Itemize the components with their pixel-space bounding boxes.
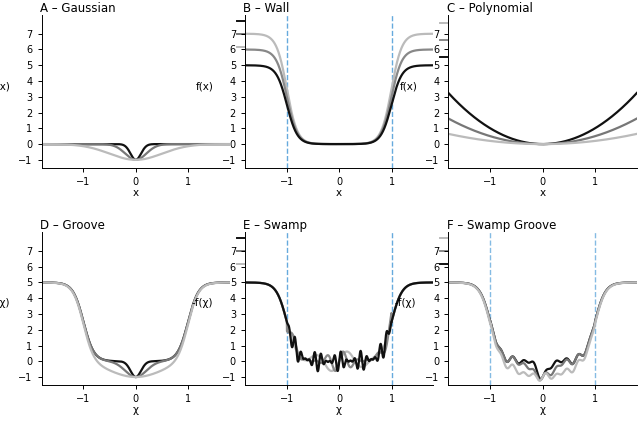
Legend: c=0.1, c=0.2, c=0.5: c=0.1, c=0.2, c=0.5 xyxy=(237,16,287,52)
Legend: n=10.0, n=20.0, n=50.0: n=10.0, n=20.0, n=50.0 xyxy=(440,234,497,269)
X-axis label: x: x xyxy=(132,188,139,198)
Text: D – Groove: D – Groove xyxy=(40,219,104,232)
X-axis label: χ: χ xyxy=(540,405,546,415)
Text: E – Swamp: E – Swamp xyxy=(243,219,307,232)
Legend: $a_1$=7.0, $a_1$=6.0, $a_1$=5.0: $a_1$=7.0, $a_1$=6.0, $a_1$=5.0 xyxy=(440,16,497,64)
Text: F – Swamp Groove: F – Swamp Groove xyxy=(447,219,556,232)
Y-axis label: f(x): f(x) xyxy=(399,81,417,91)
X-axis label: χ: χ xyxy=(336,405,342,415)
X-axis label: x: x xyxy=(540,188,546,198)
Y-axis label: -f(χ): -f(χ) xyxy=(395,299,417,308)
Y-axis label: f(x): f(x) xyxy=(0,81,11,91)
Y-axis label: -f(χ): -f(χ) xyxy=(0,299,10,308)
Y-axis label: -f(χ): -f(χ) xyxy=(191,299,213,308)
X-axis label: x: x xyxy=(336,188,342,198)
Y-axis label: f(x): f(x) xyxy=(196,81,214,91)
Text: C – Polynomial: C – Polynomial xyxy=(447,2,532,15)
X-axis label: χ: χ xyxy=(132,405,139,415)
Text: B – Wall: B – Wall xyxy=(243,2,289,15)
Text: A – Gaussian: A – Gaussian xyxy=(40,2,115,15)
Legend: c=0.1, c=0.2, c=0.5: c=0.1, c=0.2, c=0.5 xyxy=(237,234,287,269)
